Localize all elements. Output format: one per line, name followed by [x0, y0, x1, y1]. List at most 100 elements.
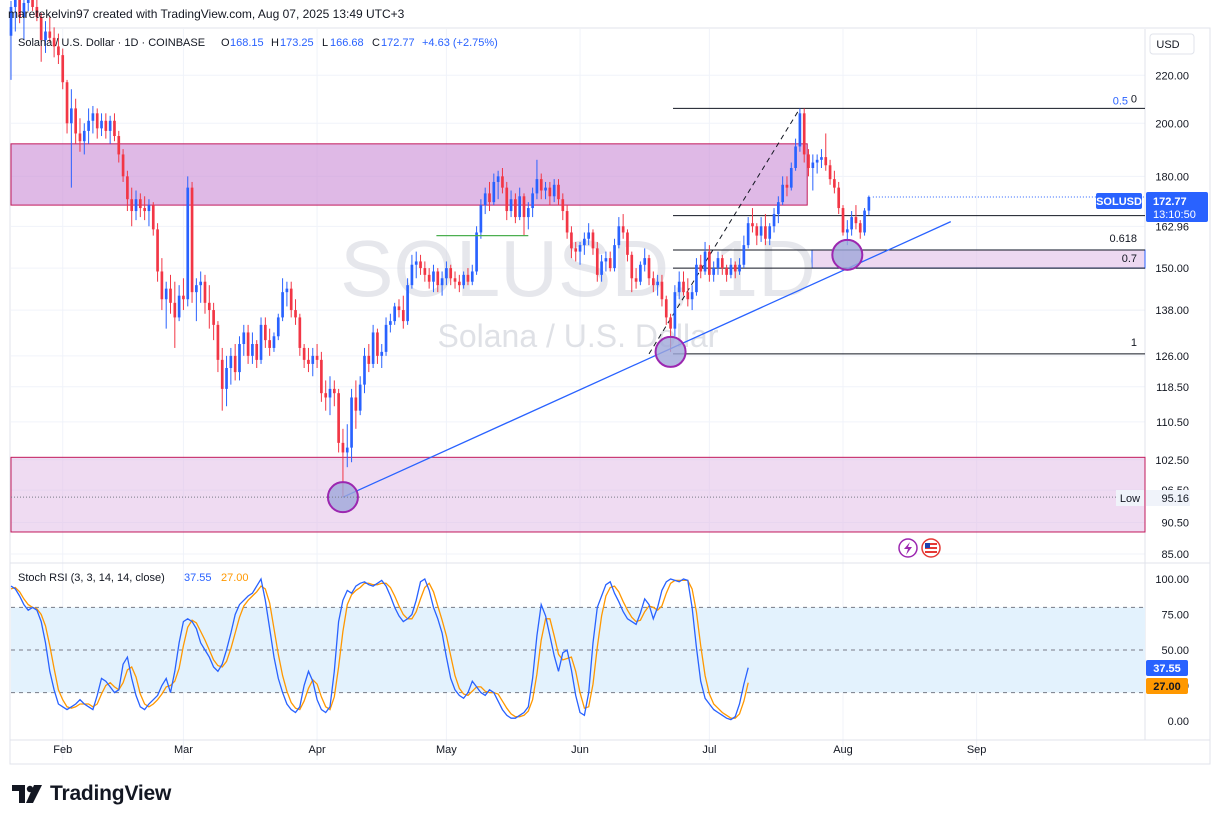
candle-body [531, 193, 534, 209]
candle [742, 235, 746, 269]
candle [18, 0, 21, 24]
candle [354, 380, 358, 429]
candle [630, 251, 634, 293]
fib-label-07: 0.7 [1122, 253, 1137, 265]
candle [699, 254, 703, 279]
candle [307, 347, 310, 373]
currency-button[interactable] [1149, 33, 1195, 55]
candle-body [785, 184, 789, 188]
candle [246, 324, 250, 364]
candle-body [768, 226, 772, 239]
candle [376, 328, 379, 364]
candle-body [488, 193, 491, 203]
candle [104, 113, 108, 139]
candle [664, 295, 668, 325]
candle [406, 278, 409, 325]
fib-label-1: 1 [1131, 337, 1137, 349]
candle [207, 285, 211, 329]
candle-body [410, 264, 414, 286]
touch-point-circle[interactable] [831, 238, 864, 271]
candle [113, 113, 116, 142]
candle [583, 232, 586, 255]
candle [126, 170, 129, 212]
candle-body [268, 340, 271, 348]
candle [169, 274, 172, 314]
candle [703, 241, 707, 275]
touch-point-circle[interactable] [654, 335, 687, 368]
time-axis[interactable]: Feb Mar Apr May Jun Jul Aug Sep [53, 744, 986, 756]
candle-body [703, 251, 707, 272]
candle-body [746, 223, 750, 246]
symbol-badge-label: SOLUSD [1096, 196, 1142, 208]
candle [315, 344, 319, 368]
candle-body [466, 274, 470, 282]
candle [26, 0, 30, 11]
candle-body [535, 179, 539, 194]
candle [436, 268, 440, 293]
candle-body [505, 187, 509, 212]
candle-body [320, 359, 323, 394]
candle-body [113, 120, 116, 137]
candle-body [350, 397, 353, 448]
candle [712, 261, 716, 282]
candle [13, 0, 17, 32]
candle-body [565, 211, 569, 233]
candle-body [121, 154, 125, 177]
candle-body [26, 0, 30, 3]
candle [600, 254, 603, 282]
us-flag-stripe-2 [925, 547, 937, 549]
candle-body [272, 336, 276, 348]
price-tick-label: 85.00 [1161, 549, 1189, 561]
candle [746, 217, 750, 249]
candle-body [414, 261, 418, 265]
candle [423, 261, 427, 282]
candle [108, 115, 112, 144]
candle-body [169, 288, 172, 303]
price-tick-label: 110.50 [1156, 417, 1189, 429]
rsi-d-badge-label: 27.00 [1153, 681, 1181, 693]
candle-body [281, 292, 284, 318]
candle-body [837, 187, 841, 209]
zone-resistance[interactable] [10, 143, 808, 206]
candle [143, 196, 146, 221]
candle [518, 187, 522, 221]
candle-body [190, 187, 194, 293]
candle-body [389, 321, 392, 325]
price-tick-label: 220.00 [1155, 70, 1189, 82]
zone-support[interactable] [10, 456, 1146, 533]
candle [673, 285, 677, 337]
drawing-overlays[interactable] [11, 196, 1145, 514]
candle [117, 130, 121, 163]
candle-body [733, 264, 737, 272]
candle [281, 278, 284, 322]
candle [151, 202, 155, 236]
candle [695, 258, 698, 296]
stoch-rsi-pane[interactable]: Stoch RSI (3, 3, 14, 14, close) 37.55 27… [10, 572, 1189, 728]
candle [617, 217, 621, 249]
candle-body [341, 442, 345, 453]
tradingview-brand[interactable]: TradingView [12, 782, 171, 806]
candle [82, 123, 86, 155]
candle [794, 138, 797, 171]
candle-body [65, 82, 69, 124]
candle [764, 214, 767, 246]
candle [255, 340, 259, 368]
candle [686, 278, 690, 307]
touch-point-circle[interactable] [326, 481, 359, 514]
candle-body [82, 130, 86, 142]
candle-body [720, 258, 724, 269]
currency-label: USD [1156, 39, 1179, 51]
candle [449, 264, 453, 286]
candle [9, 0, 13, 80]
price-tick-label: 138.00 [1155, 305, 1189, 317]
candle-body [845, 229, 849, 233]
event-icons[interactable] [898, 538, 941, 558]
candle [345, 424, 349, 468]
price-axis[interactable]: USD 220.00 200.00 180.00 162.96 150.00 138.00… [1149, 33, 1195, 561]
candle-body [526, 208, 530, 218]
price-tick-label: 126.00 [1155, 351, 1189, 363]
candle [320, 351, 323, 402]
candle [44, 21, 47, 53]
candle [552, 179, 556, 203]
